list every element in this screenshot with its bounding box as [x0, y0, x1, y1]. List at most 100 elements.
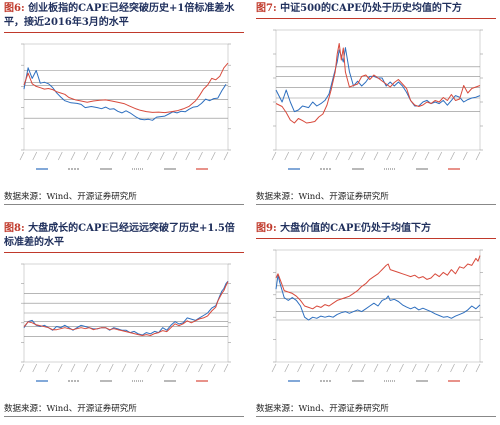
- x-tick: [70, 151, 76, 161]
- x-tick: [57, 363, 63, 373]
- x-tick: [322, 151, 328, 161]
- x-tick: [271, 151, 277, 161]
- plot-frame: [275, 29, 481, 151]
- figure-8-chart: [4, 258, 244, 388]
- plot-frame: [275, 249, 481, 363]
- x-tick: [198, 151, 203, 161]
- x-tick: [147, 151, 152, 161]
- plot-frame: [23, 43, 229, 151]
- figure-6-divider: [4, 204, 244, 205]
- series-line: [275, 47, 481, 113]
- x-tick: [373, 151, 379, 161]
- x-tick: [83, 151, 89, 161]
- figure-9-divider: [256, 416, 496, 417]
- x-tick: [223, 151, 229, 161]
- figure-label: 图8:: [4, 223, 25, 234]
- x-tick: [399, 363, 404, 373]
- x-tick: [386, 151, 392, 161]
- x-tick: [399, 151, 404, 161]
- x-tick: [172, 363, 178, 373]
- chart-svg: [271, 249, 483, 382]
- x-tick: [45, 363, 50, 373]
- x-tick: [185, 363, 191, 373]
- figure-label: 图6:: [4, 3, 25, 14]
- figure-caption: 大盘价值的CAPE仍处于均值下方: [280, 223, 431, 234]
- figure-caption: 中证500的CAPE仍处于历史均值的下方: [280, 3, 462, 14]
- x-tick: [462, 363, 468, 373]
- x-tick: [108, 363, 114, 373]
- x-tick: [223, 363, 229, 373]
- x-tick: [475, 151, 481, 161]
- series-line: [23, 280, 229, 336]
- x-tick: [450, 151, 455, 161]
- x-tick: [96, 363, 101, 373]
- x-tick: [411, 151, 417, 161]
- figure-7-divider: [256, 204, 496, 205]
- series-line: [23, 67, 227, 121]
- x-tick: [373, 363, 379, 373]
- figure-9-chart: [256, 244, 496, 388]
- chart-svg: [19, 43, 231, 170]
- figure-8-source: 数据来源：Wind、开源证券研究所: [4, 404, 137, 414]
- figure-caption: 大盘成长的CAPE已经远远突破了历史+1.5倍标准差的水平: [4, 223, 235, 248]
- x-tick: [322, 363, 328, 373]
- chart-svg: [19, 263, 231, 382]
- figure-8-title: 图8: 大盘成长的CAPE已经远远突破了历史+1.5倍标准差的水平: [4, 222, 244, 253]
- figure-6-source: 数据来源：Wind、开源证券研究所: [4, 192, 137, 202]
- x-tick: [462, 151, 468, 161]
- x-tick: [198, 363, 203, 373]
- x-tick: [335, 363, 341, 373]
- chart-svg: [271, 29, 483, 170]
- series-line: [275, 43, 481, 124]
- x-tick: [134, 363, 140, 373]
- figure-label: 图9:: [256, 223, 277, 234]
- x-tick: [159, 363, 165, 373]
- x-tick: [360, 363, 366, 373]
- figure-caption: 创业板指的CAPE已经突破历史+1倍标准差水平，接近2016年3月的水平: [4, 3, 235, 28]
- x-tick: [348, 363, 353, 373]
- x-tick: [96, 151, 101, 161]
- x-tick: [271, 363, 277, 373]
- series-line: [275, 274, 481, 321]
- x-tick: [45, 151, 50, 161]
- x-tick: [360, 151, 366, 161]
- x-tick: [450, 363, 455, 373]
- x-tick: [134, 151, 140, 161]
- x-tick: [159, 151, 165, 161]
- x-tick: [297, 363, 302, 373]
- x-tick: [335, 151, 341, 161]
- x-tick: [386, 363, 392, 373]
- x-tick: [424, 151, 430, 161]
- x-tick: [19, 151, 25, 161]
- x-tick: [424, 363, 430, 373]
- x-tick: [57, 151, 63, 161]
- figure-label: 图7:: [256, 3, 277, 14]
- figure-6-chart: [4, 38, 244, 176]
- series-line: [275, 255, 481, 310]
- x-tick: [19, 363, 25, 373]
- x-tick: [437, 363, 443, 373]
- figure-6-title: 图6: 创业板指的CAPE已经突破历史+1倍标准差水平，接近2016年3月的水平: [4, 2, 244, 33]
- x-tick: [147, 363, 152, 373]
- x-tick: [32, 363, 38, 373]
- x-tick: [348, 151, 353, 161]
- figure-7-title: 图7: 中证500的CAPE仍处于历史均值的下方: [256, 2, 496, 19]
- x-tick: [284, 363, 290, 373]
- x-tick: [284, 151, 290, 161]
- figure-8-divider: [4, 416, 244, 417]
- x-tick: [121, 151, 127, 161]
- x-tick: [309, 363, 315, 373]
- x-tick: [475, 363, 481, 373]
- x-tick: [411, 363, 417, 373]
- x-tick: [108, 151, 114, 161]
- x-tick: [32, 151, 38, 161]
- figure-9-title: 图9: 大盘价值的CAPE仍处于均值下方: [256, 222, 496, 239]
- series-line: [23, 62, 229, 114]
- x-tick: [210, 363, 216, 373]
- x-tick: [172, 151, 178, 161]
- x-tick: [437, 151, 443, 161]
- x-tick: [70, 363, 76, 373]
- figure-9-source: 数据来源：Wind、开源证券研究所: [256, 404, 389, 414]
- figure-7-source: 数据来源：Wind、开源证券研究所: [256, 192, 389, 202]
- x-tick: [297, 151, 302, 161]
